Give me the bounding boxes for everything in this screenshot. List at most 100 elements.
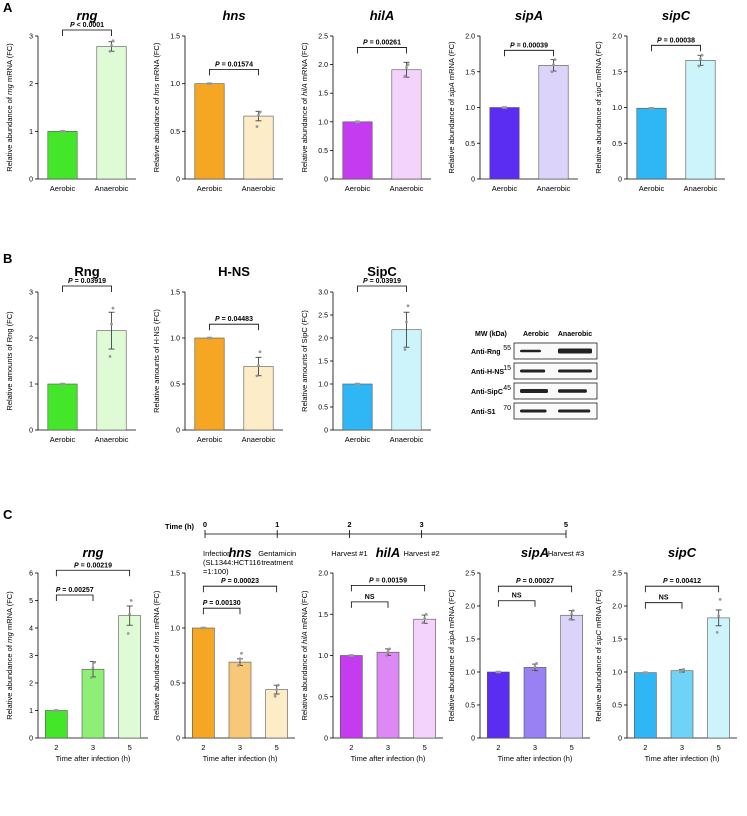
y-tick-label: 2 xyxy=(29,681,33,688)
y-tick-label: 0 xyxy=(324,736,328,743)
bar-2 xyxy=(487,671,510,739)
y-axis-label: Relative amounts of SipC (FC) xyxy=(300,310,309,412)
p-value-label: P < 0.0001 xyxy=(70,22,104,29)
significance-bracket xyxy=(209,68,259,76)
y-tick-label: 1.5 xyxy=(318,359,328,366)
y-axis-label-pre: Relative abundance of xyxy=(300,644,309,721)
p-symbol: P xyxy=(56,587,61,594)
significance-bracket xyxy=(209,323,259,331)
data-point xyxy=(718,598,722,601)
p-symbol: P xyxy=(215,61,220,68)
blot-band-anaerobic xyxy=(558,369,592,373)
y-axis-label-pre: Relative amounts of Rng (FC) xyxy=(5,311,14,411)
p-value: = 0.00039 xyxy=(515,42,548,49)
bar-anaerobic xyxy=(391,69,422,180)
y-axis-label: Relative abundance of rng mRNA (FC) xyxy=(5,43,14,172)
y-tick-label: 0 xyxy=(176,736,180,743)
data-point xyxy=(550,70,554,74)
p-symbol: P xyxy=(68,278,73,285)
data-point xyxy=(351,654,355,657)
p-value-label: P = 0.03919 xyxy=(68,278,106,285)
bar-5 xyxy=(265,689,288,739)
bar-aerobic xyxy=(342,383,373,431)
y-tick-label: 1.5 xyxy=(465,637,475,644)
y-axis-label-post: mRNA (FC) xyxy=(5,43,14,84)
blot-band-aerobic xyxy=(520,349,541,353)
p-value-label: P = 0.00412 xyxy=(663,578,701,585)
bar-aerobic xyxy=(636,107,667,180)
data-point xyxy=(91,666,95,670)
bar-aerobic xyxy=(194,83,225,180)
bar-aerobic xyxy=(194,337,225,431)
blot-band-anaerobic xyxy=(558,389,587,393)
p-symbol: P xyxy=(74,562,79,569)
y-axis-label-gene: rng xyxy=(5,83,14,95)
data-point xyxy=(110,322,113,326)
x-tick-label: 3 xyxy=(680,743,684,752)
x-tick-label: Anaerobic xyxy=(95,435,129,444)
y-tick-label: 1 xyxy=(29,708,33,715)
y-tick-label: 3 xyxy=(29,653,33,660)
y-tick-label: 0.5 xyxy=(318,694,328,701)
chart-b-rng: Rng Relative amounts of Rng (FC) 0 1 2 3 Aerob… xyxy=(5,264,136,444)
y-tick-label: 2.0 xyxy=(465,34,475,41)
significance-bracket xyxy=(62,285,112,292)
blot-lane-frame xyxy=(513,342,598,360)
data-point xyxy=(406,63,410,66)
p-symbol: P xyxy=(663,578,668,585)
infection-timeline: Time (h) 0 Infection(SL1344:HCT116=1:100) 1… xyxy=(165,520,584,576)
y-axis-label-gene: sipA xyxy=(447,82,456,97)
p-symbol: P xyxy=(369,577,374,584)
p-value-label: P = 0.00257 xyxy=(56,587,94,594)
bar-aerobic xyxy=(342,121,373,180)
data-point xyxy=(129,599,133,602)
y-axis-label-post: mRNA (FC) xyxy=(594,589,603,630)
blot-band-aerobic xyxy=(520,389,548,393)
y-axis-label-gene: hns xyxy=(152,83,161,95)
y-axis-label-gene: hilA xyxy=(300,83,309,96)
p-value: = 0.00023 xyxy=(226,578,259,585)
y-tick-label: 3.0 xyxy=(318,290,328,297)
blot-lane-frame xyxy=(513,382,598,400)
y-tick-label: 2.5 xyxy=(612,571,622,578)
p-value-label: NS xyxy=(365,594,375,601)
x-axis-label: Time after infection (h) xyxy=(56,754,131,763)
x-tick-label: 3 xyxy=(386,743,390,752)
data-point xyxy=(504,106,508,109)
data-point xyxy=(405,66,408,69)
data-point xyxy=(403,348,407,351)
p-value: = 0.00412 xyxy=(668,578,701,585)
y-axis-label-pre: Relative abundance of xyxy=(152,96,161,173)
y-tick-label: 1.5 xyxy=(170,571,180,578)
significance-bracket xyxy=(644,602,683,609)
data-point xyxy=(255,374,259,378)
timeline-event: =1:100) xyxy=(203,567,229,576)
y-axis-label-pre: Relative abundance of xyxy=(594,97,603,174)
x-tick-label: Anaerobic xyxy=(684,184,718,193)
panel-label-b: B xyxy=(3,251,12,266)
chart-b-h-ns: H-NS Relative amounts of H-NS (FC) 0 0.5 1.0… xyxy=(152,264,283,444)
x-tick-label: 3 xyxy=(238,743,242,752)
y-tick-label: 1.5 xyxy=(318,91,328,98)
x-tick-label: 5 xyxy=(570,743,574,752)
p-value: = 0.00159 xyxy=(374,577,407,584)
y-axis-label-gene: hns xyxy=(152,631,161,643)
y-tick-label: 2.0 xyxy=(612,604,622,611)
blot-row-label: Anti-Rng xyxy=(471,349,501,356)
data-point xyxy=(682,667,685,671)
x-tick-label: 3 xyxy=(91,743,95,752)
x-tick-label: 2 xyxy=(201,743,205,752)
y-tick-label: 0.5 xyxy=(170,382,180,389)
panel-label-a: A xyxy=(3,0,13,15)
data-point xyxy=(424,612,428,616)
data-point xyxy=(423,616,427,620)
bar-aerobic xyxy=(47,131,78,180)
y-tick-label: 0.5 xyxy=(170,681,180,688)
bar-2 xyxy=(45,710,68,739)
bar-2 xyxy=(192,627,215,739)
x-tick-label: 5 xyxy=(275,743,279,752)
chart-title: sipA xyxy=(521,545,549,560)
